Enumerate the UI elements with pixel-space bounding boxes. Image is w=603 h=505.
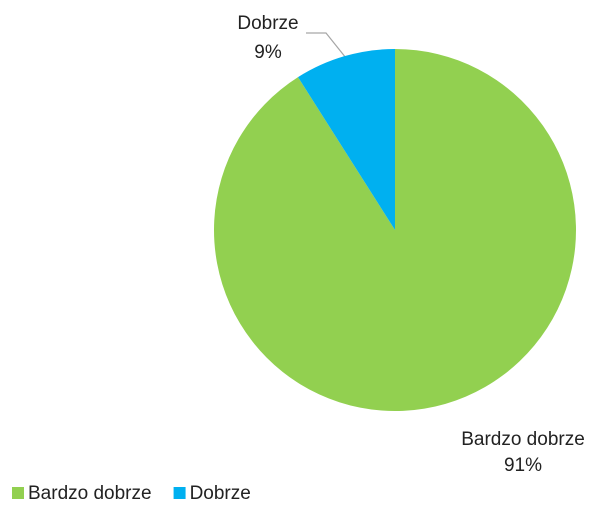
legend-label: Dobrze <box>190 483 251 504</box>
legend-label: Bardzo dobrze <box>28 483 152 504</box>
leader-line <box>306 32 347 59</box>
slice-value-label: 9% <box>254 42 282 63</box>
legend-swatch <box>12 487 24 499</box>
slice-value-label: 91% <box>504 455 542 476</box>
slice-category-label: Dobrze <box>237 13 298 34</box>
pie-slice <box>298 49 395 230</box>
legend-swatch <box>173 487 186 499</box>
slice-category-label: Bardzo dobrze <box>461 429 585 450</box>
pie-slice <box>214 49 577 411</box>
